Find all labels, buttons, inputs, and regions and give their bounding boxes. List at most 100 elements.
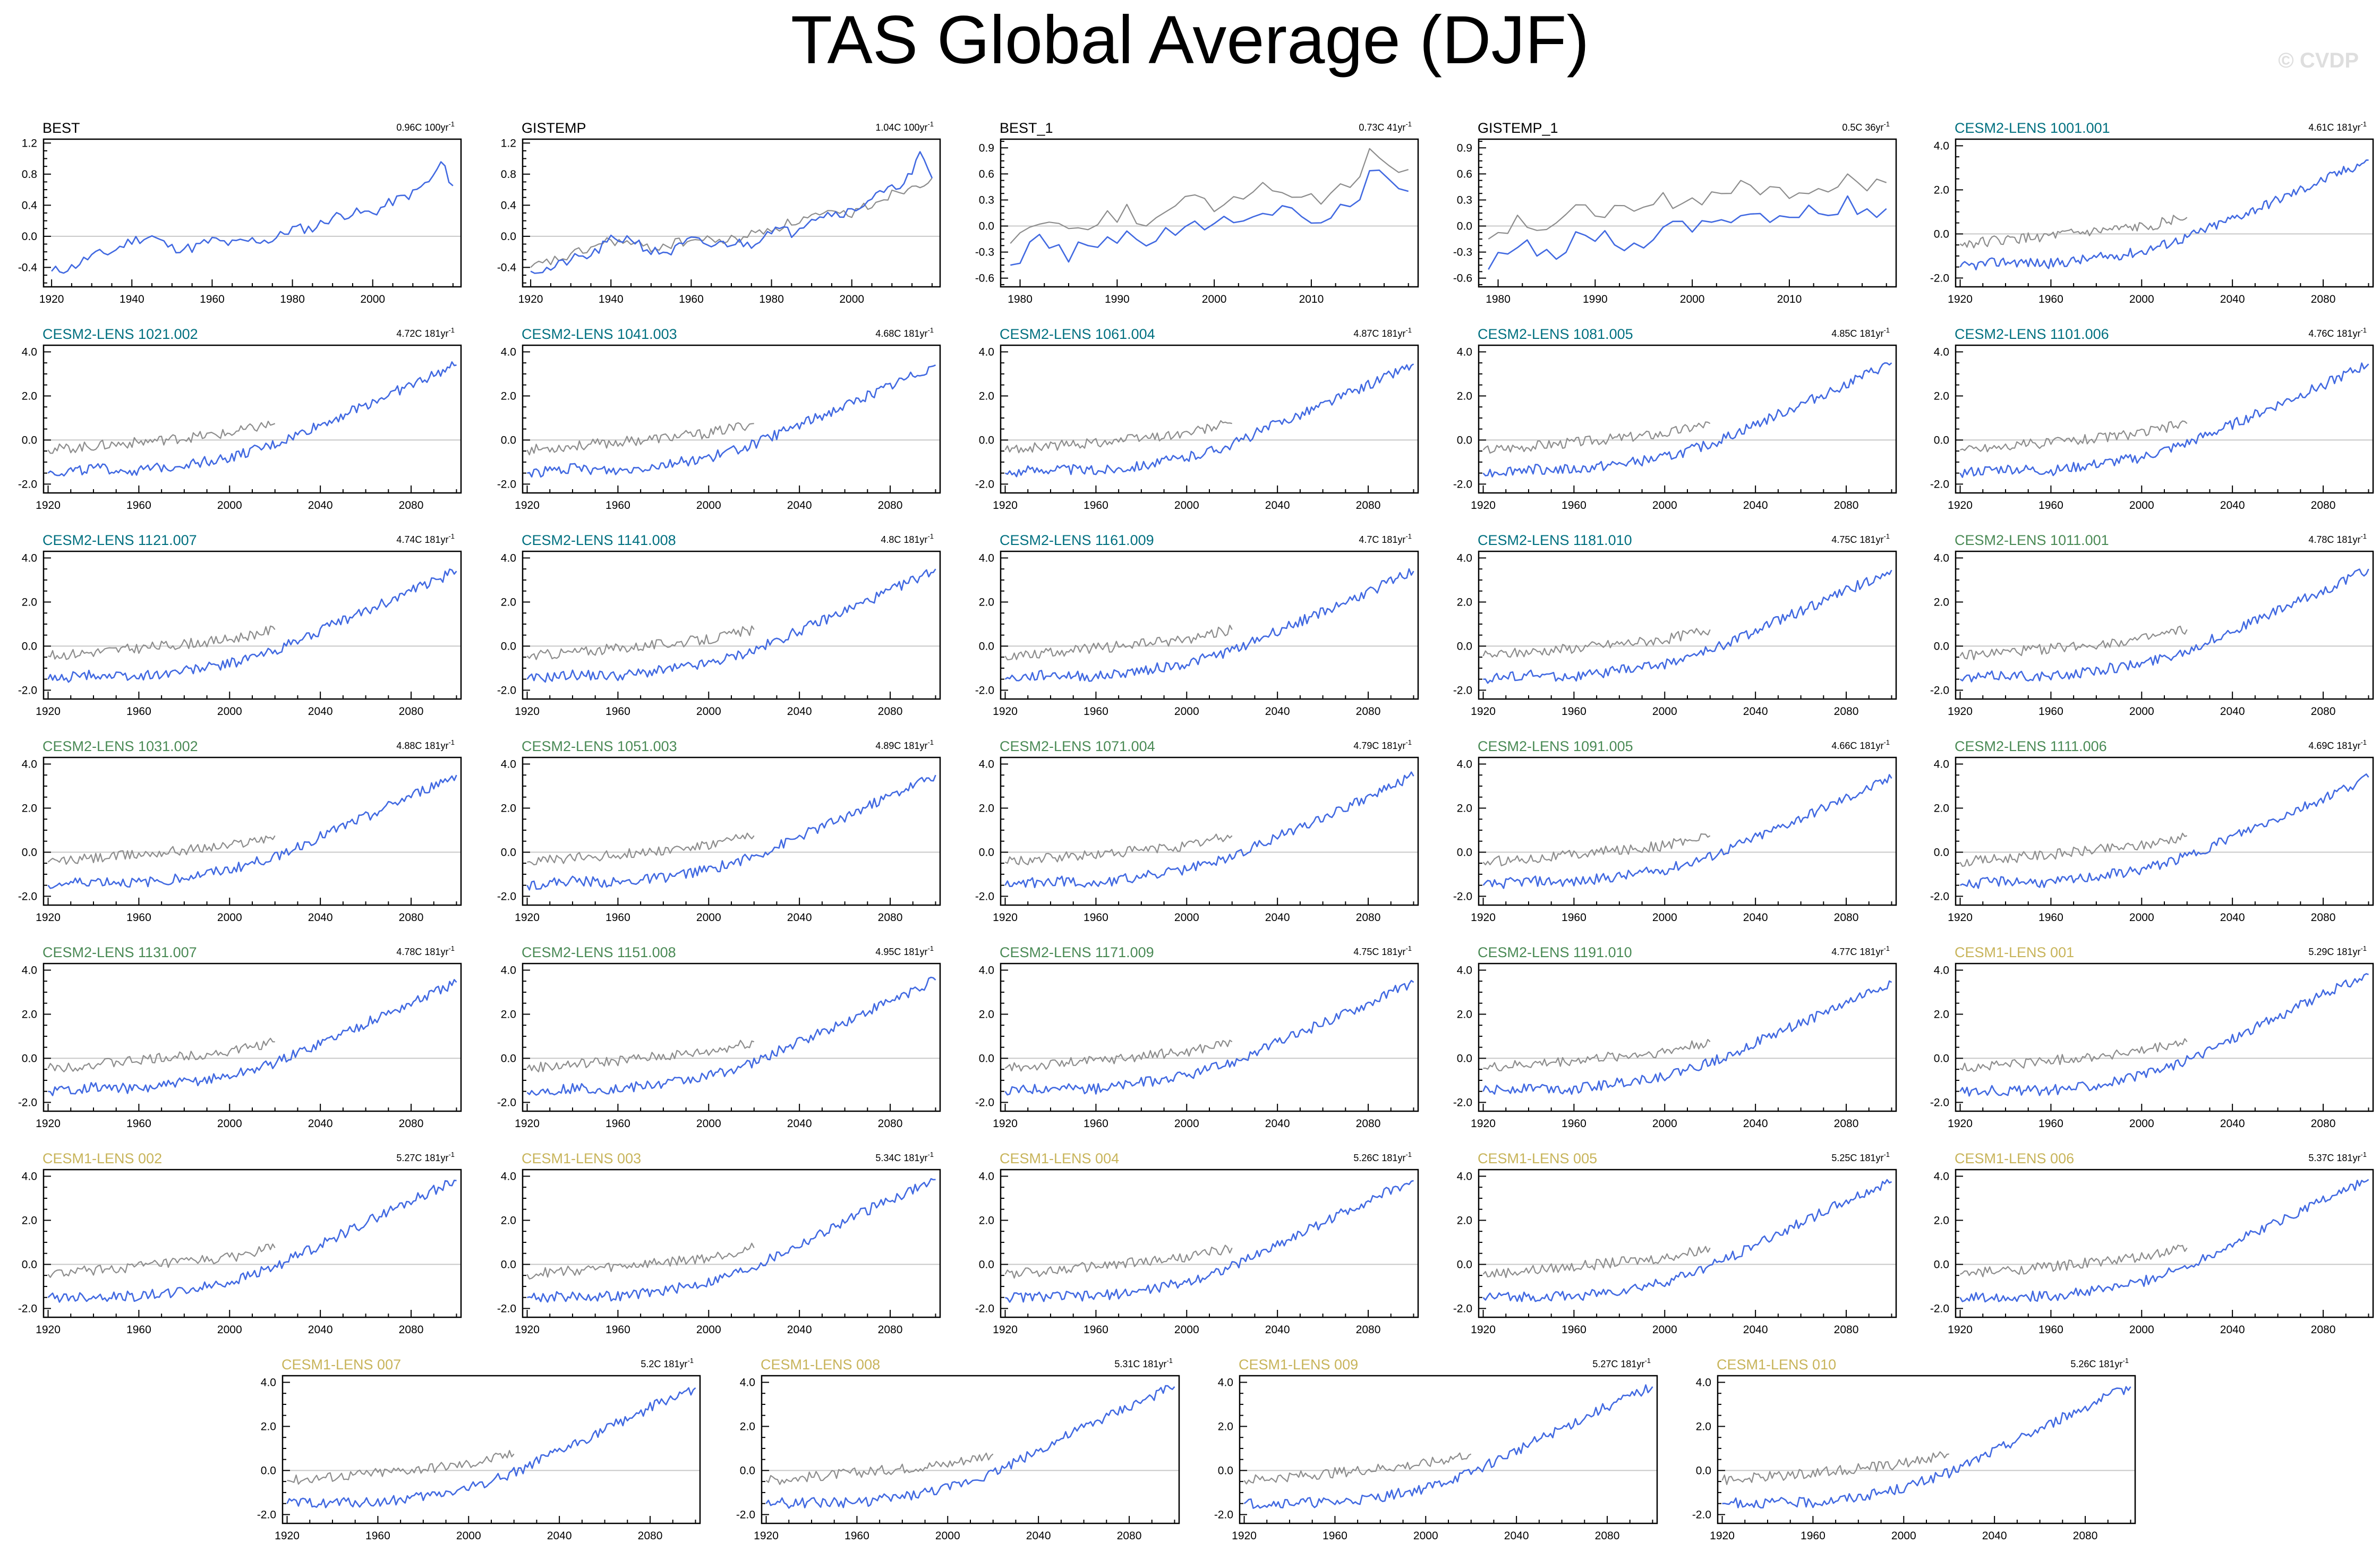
y-tick-label: 4.0 [22, 346, 37, 358]
y-tick-label: 0.0 [261, 1464, 276, 1477]
y-tick-label: 4.0 [979, 1170, 994, 1182]
x-tick-label: 1920 [36, 1324, 61, 1336]
y-tick-label: 4.0 [501, 964, 516, 976]
trend-label: 4.75C 181yr-1 [1353, 944, 1412, 957]
trend-label: 4.85C 181yr-1 [1831, 326, 1890, 339]
model-series-line [1482, 980, 1892, 1095]
x-tick-label: 2040 [2220, 1118, 2245, 1130]
x-tick-label: 2080 [1834, 911, 1859, 924]
model-series-line [51, 161, 454, 274]
x-tick-label: 2080 [1595, 1530, 1620, 1542]
x-tick-label: 2000 [696, 1118, 721, 1130]
y-tick-label: 2.0 [1457, 1214, 1472, 1226]
y-tick-label: 0.0 [1457, 220, 1472, 233]
x-tick-label: 1990 [1583, 293, 1608, 305]
x-tick-label: 2000 [1202, 293, 1227, 305]
trend-label: 4.77C 181yr-1 [1831, 944, 1890, 957]
x-tick-label: 1960 [126, 911, 151, 924]
panel-chart: CESM2-LENS 1031.002 4.88C 181yr-1 1920 1960… [18, 738, 462, 924]
observed-series-line [526, 1242, 755, 1280]
y-tick-label: -2.0 [1453, 890, 1472, 902]
y-tick-label: 0.0 [1457, 1258, 1472, 1271]
x-tick-label: 1920 [1948, 293, 1973, 305]
observed-series-line [1959, 832, 2188, 867]
x-tick-label: 2000 [1174, 1118, 1199, 1130]
x-tick-label: 2000 [696, 911, 721, 924]
plot-frame [522, 550, 941, 700]
x-tick-label: 1960 [2038, 499, 2063, 512]
trend-exponent: -1 [1405, 532, 1412, 540]
trend-label: 4.75C 181yr-1 [1831, 532, 1890, 545]
y-tick-label: 0.0 [501, 1052, 516, 1064]
x-tick-label: 1920 [1948, 911, 1973, 924]
panel-title: CESM2-LENS 1151.008 [522, 944, 676, 960]
x-tick-label: 2080 [878, 1118, 903, 1130]
panel-cesm2-lens-1021-002: CESM2-LENS 1021.002 4.72C 181yr-1 1920 1960… [11, 319, 478, 521]
observed-series-line [47, 1243, 276, 1278]
y-tick-label: 2.0 [1218, 1420, 1233, 1433]
y-tick-label: 0.0 [501, 640, 516, 652]
y-tick-label: -2.0 [736, 1509, 755, 1521]
plot-frame [1478, 962, 1897, 1112]
y-tick-label: 4.0 [1457, 964, 1472, 976]
x-tick-label: 1960 [126, 705, 151, 718]
x-tick-label: 2080 [1356, 705, 1381, 718]
x-tick-label: 1920 [515, 1118, 540, 1130]
panel-title: CESM2-LENS 1001.001 [1955, 120, 2110, 136]
panel-chart: CESM2-LENS 1141.008 4.8C 181yr-1 1920 1960 2… [497, 532, 941, 718]
trend-exponent: -1 [448, 326, 455, 334]
trend-label: 5.27C 181yr-1 [1592, 1357, 1651, 1369]
x-tick-label: 1920 [1471, 705, 1496, 718]
y-tick-label: 2.0 [979, 390, 994, 402]
y-tick-label: -2.0 [1453, 1096, 1472, 1109]
x-tick-label: 2000 [1174, 705, 1199, 718]
model-series-line [1482, 1179, 1892, 1302]
x-tick-label: 2080 [399, 911, 424, 924]
trend-exponent: -1 [1166, 1357, 1173, 1365]
x-tick-label: 1960 [1084, 1118, 1108, 1130]
y-tick-label: 4.0 [1934, 1170, 1949, 1182]
x-tick-label: 2000 [1652, 705, 1677, 718]
x-tick-label: 2040 [787, 911, 812, 924]
panel-title: CESM1-LENS 009 [1239, 1357, 1358, 1373]
y-tick-label: 1.2 [501, 137, 516, 149]
panel-chart: CESM2-LENS 1071.004 4.79C 181yr-1 1920 1960… [975, 738, 1419, 924]
panel-cesm1-lens-004: CESM1-LENS 004 5.26C 181yr-1 1920 1960 2000 2… [968, 1143, 1435, 1345]
y-tick-label: 4.0 [740, 1376, 755, 1388]
y-tick-label: 0.9 [1457, 142, 1472, 154]
panel-chart: CESM1-LENS 002 5.27C 181yr-1 1920 1960 2000 2… [18, 1151, 462, 1336]
panel-chart: CESM2-LENS 1081.005 4.85C 181yr-1 1920 1960… [1453, 326, 1897, 512]
y-tick-label: -0.4 [497, 261, 517, 274]
trend-exponent: -1 [1883, 1151, 1890, 1158]
y-tick-label: -2.0 [497, 684, 516, 696]
x-tick-label: 2080 [2311, 705, 2336, 718]
trend-exponent: -1 [1883, 532, 1890, 540]
y-tick-label: 4.0 [1457, 1170, 1472, 1182]
y-tick-label: 0.0 [979, 846, 994, 858]
panel-chart: CESM2-LENS 1121.007 4.74C 181yr-1 1920 1960… [18, 532, 462, 718]
y-tick-label: 0.0 [1934, 1258, 1949, 1271]
x-tick-label: 2040 [2220, 705, 2245, 718]
plot-frame [1955, 1169, 2374, 1318]
trend-label: 4.78C 181yr-1 [396, 944, 455, 957]
trend-label: 4.68C 181yr-1 [875, 326, 934, 339]
panel-title: CESM1-LENS 004 [1000, 1151, 1119, 1166]
x-tick-label: 1920 [515, 1324, 540, 1336]
x-tick-label: 2040 [787, 1324, 812, 1336]
panel-title: CESM1-LENS 002 [42, 1151, 162, 1166]
trend-label: 4.89C 181yr-1 [875, 738, 934, 751]
y-tick-label: 2.0 [501, 802, 516, 814]
x-tick-label: 2000 [696, 499, 721, 512]
y-tick-label: -2.0 [1930, 272, 1949, 284]
panel-cesm2-lens-1011-001: CESM2-LENS 1011.001 4.78C 181yr-1 1920 1960… [1923, 525, 2380, 727]
panel-cesm2-lens-1031-002: CESM2-LENS 1031.002 4.88C 181yr-1 1920 1960… [11, 731, 478, 933]
x-tick-label: 2000 [696, 705, 721, 718]
y-tick-label: 4.0 [1696, 1376, 1711, 1388]
x-tick-label: 2010 [1299, 293, 1324, 305]
observed-series-line [1721, 1451, 1949, 1485]
x-tick-label: 2000 [217, 499, 242, 512]
trend-exponent: -1 [448, 1151, 455, 1158]
panel-title: CESM1-LENS 001 [1955, 944, 2074, 960]
panel-chart: BEST_1 0.73C 41yr-1 1980 1990 2000 2010 0.9 0.6… [975, 120, 1419, 305]
trend-exponent: -1 [2360, 944, 2367, 952]
